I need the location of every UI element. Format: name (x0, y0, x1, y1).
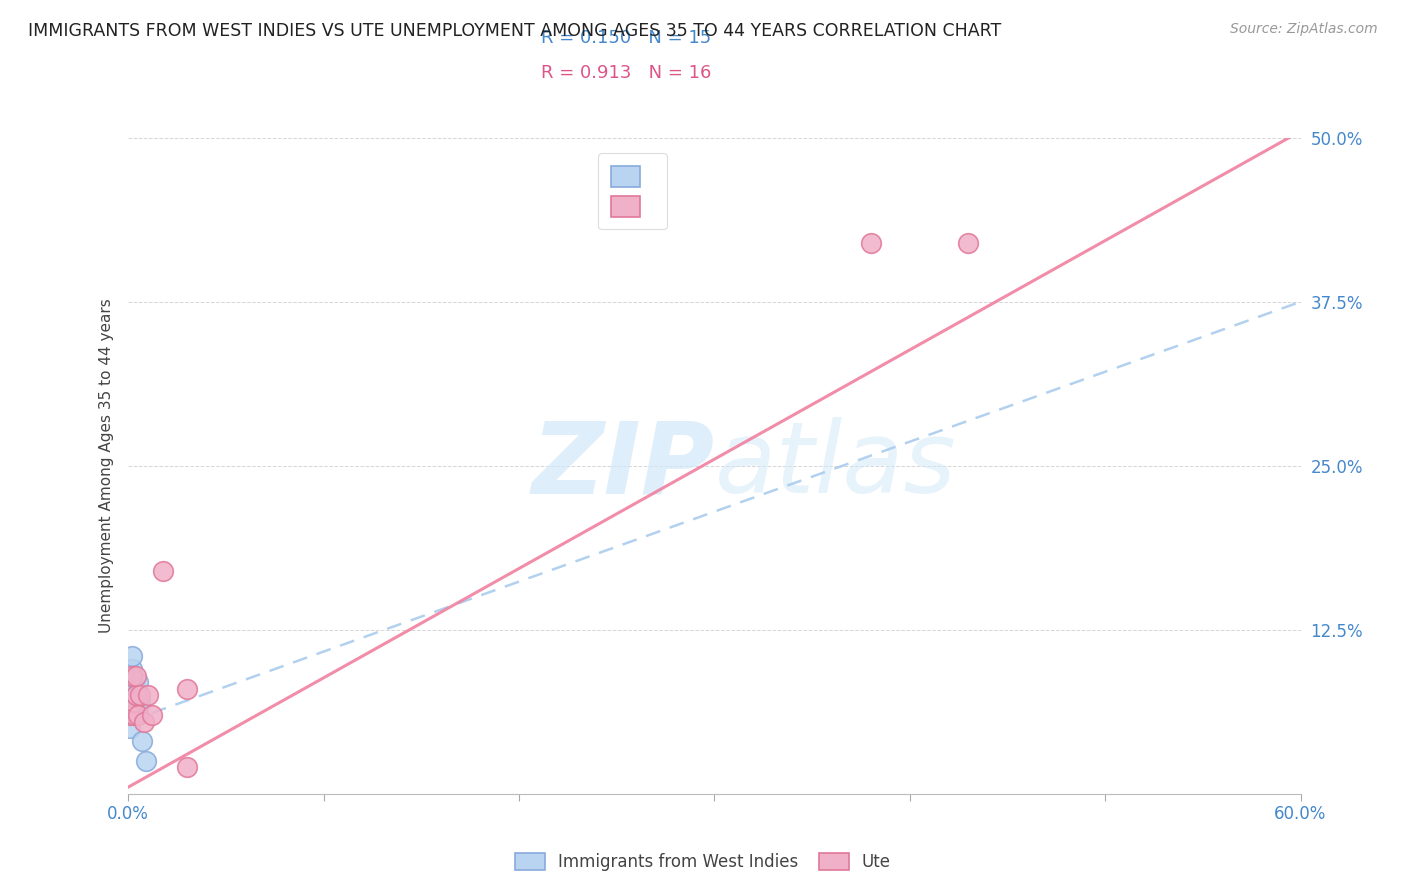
Point (127, 701, 149, 715)
Point (125, 708, 148, 723)
Point (122, 695, 145, 709)
Point (957, 235, 980, 250)
Point (131, 734, 153, 748)
Point (152, 564, 174, 578)
Point (122, 675, 145, 690)
Point (125, 668, 148, 682)
Point (122, 688, 145, 702)
Point (859, 235, 882, 250)
Legend: , : , (598, 153, 666, 229)
Text: atlas: atlas (714, 417, 956, 515)
Point (132, 714, 155, 729)
Point (121, 668, 143, 682)
Point (127, 675, 149, 690)
Point (141, 708, 163, 723)
Point (120, 708, 142, 723)
Point (121, 648, 143, 663)
Point (129, 688, 152, 702)
Legend: Immigrants from West Indies, Ute: Immigrants from West Indies, Ute (506, 845, 900, 880)
Point (122, 701, 145, 715)
Point (136, 688, 159, 702)
Text: ZIP: ZIP (531, 417, 714, 515)
Point (125, 688, 148, 702)
Point (122, 708, 145, 723)
Point (127, 688, 149, 702)
Text: R = 0.150   N = 15: R = 0.150 N = 15 (541, 29, 711, 46)
Point (127, 708, 149, 723)
Point (129, 695, 152, 709)
Point (125, 695, 148, 709)
Text: R = 0.913   N = 16: R = 0.913 N = 16 (541, 64, 711, 82)
Y-axis label: Unemployment Among Ages 35 to 44 years: Unemployment Among Ages 35 to 44 years (100, 299, 114, 633)
Point (176, 760, 198, 774)
Point (176, 681, 198, 696)
Point (125, 681, 148, 696)
Point (121, 662, 143, 676)
Point (135, 754, 157, 768)
Text: IMMIGRANTS FROM WEST INDIES VS UTE UNEMPLOYMENT AMONG AGES 35 TO 44 YEARS CORREL: IMMIGRANTS FROM WEST INDIES VS UTE UNEMP… (28, 22, 1001, 40)
Text: Source: ZipAtlas.com: Source: ZipAtlas.com (1230, 22, 1378, 37)
Point (120, 721, 142, 735)
